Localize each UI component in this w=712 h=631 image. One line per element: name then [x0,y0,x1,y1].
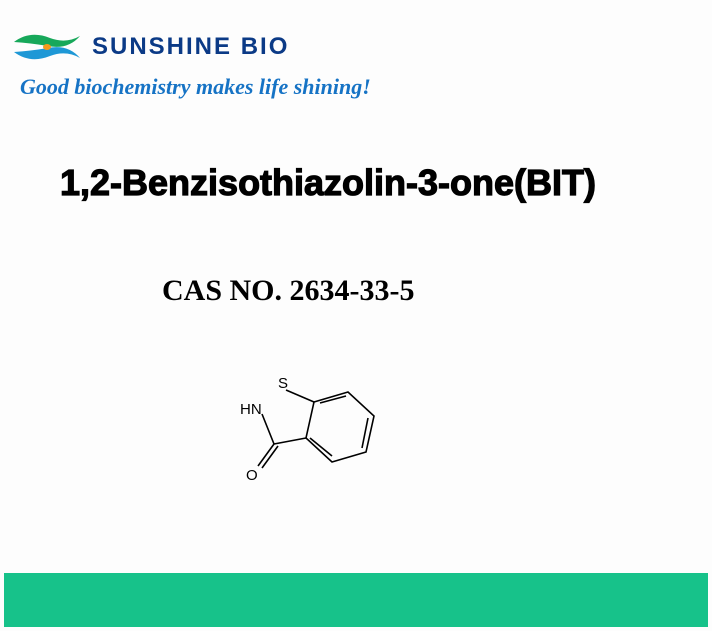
svg-text:O: O [246,467,258,484]
brand-tagline: Good biochemistry makes life shining! [20,74,712,100]
logo-row: SUNSHINE BIO [8,28,712,66]
chemical-structure-icon: S HN O [238,366,388,486]
svg-text:S: S [278,375,288,392]
svg-text:HN: HN [240,401,262,418]
logo-swirl-icon [8,28,86,66]
brand-name: SUNSHINE BIO [92,33,289,61]
compound-title: 1,2-Benzisothiazolin-3-one(BIT) [60,162,712,204]
footer-bar [4,573,708,627]
cas-number: CAS NO. 2634-33-5 [162,274,712,308]
header: SUNSHINE BIO Good biochemistry makes lif… [0,0,712,100]
